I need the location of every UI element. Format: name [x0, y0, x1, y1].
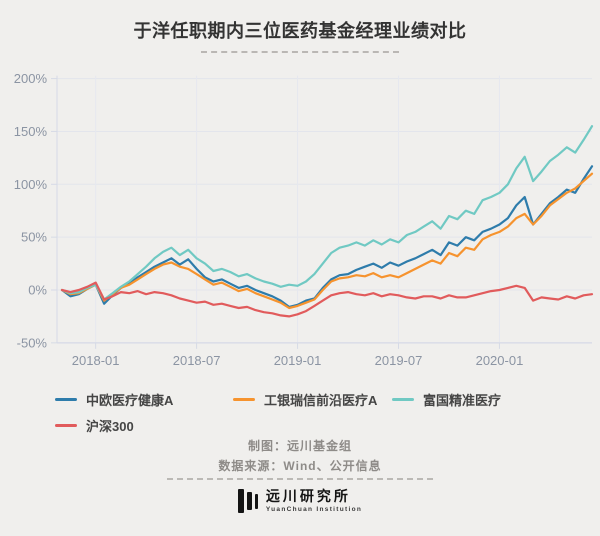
footer-dashed-divider: [167, 478, 433, 480]
x-tick-label: 2020-01: [476, 353, 524, 368]
legend-label: 工银瑞信前沿医疗A: [264, 393, 378, 408]
legend-marker-red-icon: [55, 423, 77, 428]
legend-marker-teal-icon: [392, 397, 414, 402]
legend-label: 沪深300: [86, 419, 134, 434]
y-tick-label: 100%: [14, 177, 48, 192]
title-dashed-divider: [201, 51, 399, 53]
x-tick-label: 2018-07: [173, 353, 221, 368]
logo-bars-icon: [237, 489, 258, 514]
legend-row-1: 中欧医疗健康A 工银瑞信前沿医疗A 富国精准医疗: [55, 390, 585, 409]
logo-name-cn: 远川研究所: [265, 488, 351, 504]
x-tick-label: 2018-01: [72, 353, 120, 368]
x-tick-label: 2019-07: [375, 353, 423, 368]
y-tick-label: 200%: [14, 71, 48, 86]
legend-item-hushen300: 沪深300: [55, 416, 134, 435]
legend-marker-orange-icon: [233, 397, 255, 402]
legend-item-gongyin: 工银瑞信前沿医疗A: [233, 390, 392, 409]
y-tick-label: 0%: [28, 283, 47, 298]
data-source: 数据来源：Wind、公开信息: [218, 459, 382, 473]
series-line-2: [60, 125, 594, 301]
series-line-1: [60, 172, 594, 310]
chart-legend: 中欧医疗健康A 工银瑞信前沿医疗A 富国精准医疗 沪深300: [55, 390, 585, 435]
chart-credit: 制图：远川基金组: [247, 439, 352, 453]
y-tick-label: -50%: [17, 335, 48, 350]
y-tick-label: 150%: [14, 124, 48, 139]
series-line-0: [60, 165, 594, 308]
legend-item-zhongou: 中欧医疗健康A: [55, 390, 233, 409]
legend-label: 富国精准医疗: [423, 393, 502, 408]
x-tick-label: 2019-01: [274, 353, 322, 368]
series-line-3: [60, 281, 594, 318]
logo-name-en: YuanChuan Institution: [265, 506, 363, 513]
yuanchuan-logo: 远川研究所 YuanChuan Institution: [0, 489, 600, 514]
legend-marker-blue-icon: [55, 397, 77, 402]
legend-item-fuguo: 富国精准医疗: [392, 390, 501, 409]
performance-line-chart: 200% 150% 100% 50% 0% -50% 2018-01 2018-07 2019-…: [14, 71, 594, 368]
logo-text: 远川研究所 YuanChuan Institution: [266, 489, 362, 514]
legend-row-2: 沪深300: [55, 416, 585, 435]
legend-label: 中欧医疗健康A: [86, 393, 174, 408]
y-tick-label: 50%: [21, 230, 47, 245]
page-title: 于洋任职期内三位医药基金经理业绩对比: [133, 21, 467, 41]
